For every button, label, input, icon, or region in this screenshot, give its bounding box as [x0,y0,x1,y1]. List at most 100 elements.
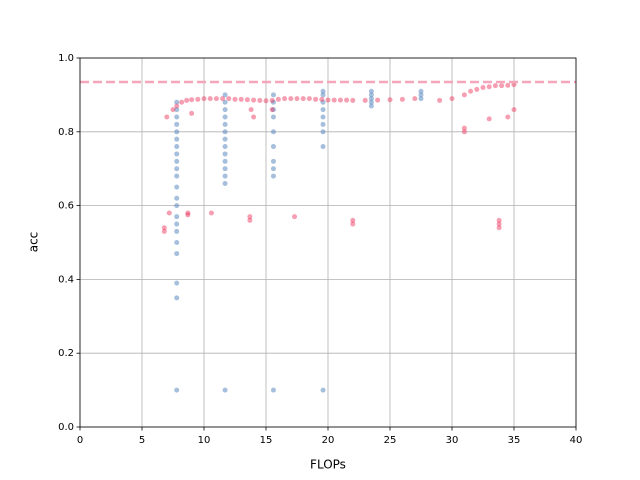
point [247,217,253,223]
x-tick-label: 25 [384,435,397,446]
point [270,114,276,120]
point [350,221,356,227]
point [174,103,180,109]
point [174,221,180,227]
point [213,96,219,102]
point [320,387,326,393]
point [247,214,253,220]
point [164,114,170,120]
point [174,151,180,157]
plot-frame [79,57,577,428]
point [184,97,190,103]
point [320,121,326,127]
point [350,217,356,223]
point [320,99,326,105]
point [270,129,276,135]
point [320,129,326,135]
y-tick-label: 0.0 [58,422,74,433]
point [275,96,281,102]
point [412,96,418,102]
point [320,144,326,150]
point [320,92,326,98]
point [270,387,276,393]
point [437,97,443,103]
x-tick-label: 30 [446,435,459,446]
point [170,107,176,113]
point [269,107,275,113]
point [270,99,276,105]
point [362,97,368,103]
y-tick-label: 0.8 [58,127,74,138]
point [222,99,228,105]
point [270,173,276,179]
point [174,195,180,201]
point [174,228,180,234]
point [201,96,207,102]
point [257,97,263,103]
x-tick-label: 0 [77,435,83,446]
point [174,158,180,164]
point [270,144,276,150]
point [174,280,180,286]
point [251,114,257,120]
point [207,96,213,102]
point [350,97,356,103]
point [368,103,374,109]
point [344,97,350,103]
point [174,121,180,127]
point [222,92,228,98]
point [461,129,467,135]
point [174,240,180,245]
point [270,166,276,172]
point [185,212,191,218]
point [496,217,502,223]
point [300,96,306,102]
point [222,151,228,157]
point [270,107,276,113]
point [222,136,228,142]
point [480,85,486,91]
y-tick-label: 0.6 [58,201,74,212]
point [222,387,228,393]
point [220,96,226,102]
x-tick-label: 20 [322,435,335,446]
point [195,96,201,102]
point [174,166,180,172]
point [325,97,331,103]
point [313,96,319,102]
point [226,96,232,102]
point [486,116,492,122]
point [496,225,502,231]
point [232,96,238,102]
point [499,83,505,89]
point [174,251,180,257]
point [174,99,180,105]
x-tick-label: 5 [139,435,145,446]
point [368,99,374,105]
point [320,88,326,94]
point [222,166,228,172]
point [189,110,195,116]
point [185,210,191,216]
point [511,82,517,88]
point [319,96,325,102]
point [282,96,288,102]
point [288,96,294,102]
point [248,107,254,113]
point [270,158,276,164]
y-axis-title: acc [27,232,41,253]
y-tick-label: 0.2 [58,348,74,359]
point [222,180,228,186]
point [174,295,180,301]
point [496,221,502,227]
point [387,97,393,103]
point [189,97,195,103]
x-tick-label: 10 [198,435,211,446]
point [161,225,167,231]
point [449,96,455,102]
point [222,158,228,164]
point [269,97,275,103]
point [222,114,228,120]
point [505,82,511,88]
point [174,203,180,209]
